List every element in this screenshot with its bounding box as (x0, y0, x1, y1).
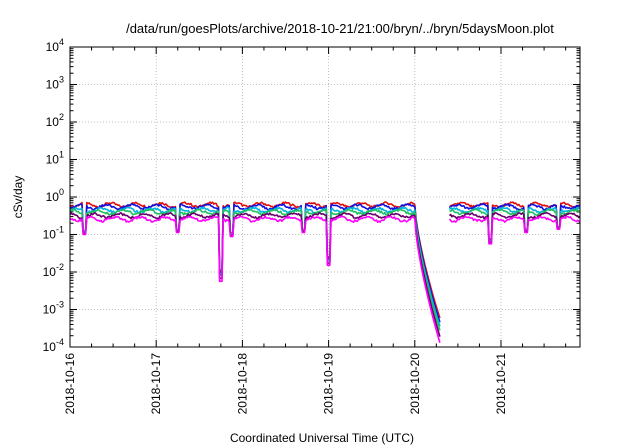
grid-lines (70, 47, 580, 347)
y-tick-label: 102 (46, 112, 64, 129)
y-tick-label: 100 (46, 187, 64, 204)
y-tick-label: 104 (46, 37, 64, 54)
x-tick-label: 2018-10-16 (63, 353, 77, 415)
y-tick-base: 10 (43, 303, 57, 317)
y-tick-base: 10 (43, 340, 57, 354)
y-tick-exponent: -4 (56, 337, 64, 347)
series-layer (69, 201, 581, 343)
series-line (69, 212, 441, 337)
y-tick-base: 10 (46, 153, 60, 167)
x-tick-label: 2018-10-19 (322, 353, 336, 415)
y-tick-label: 10-1 (43, 225, 64, 242)
plot-frame (69, 46, 581, 348)
series-line (448, 215, 581, 245)
y-tick-label: 10-3 (43, 300, 64, 317)
y-axis-label: cSv/day (11, 176, 25, 219)
x-tick-label: 2018-10-20 (408, 353, 422, 415)
y-tick-exponent: 1 (59, 150, 64, 160)
y-tick-label: 101 (46, 150, 64, 167)
y-tick-label: 10-4 (43, 337, 64, 354)
series-line (69, 203, 441, 323)
y-tick-exponent: -2 (56, 262, 64, 272)
y-tick-exponent: 2 (59, 112, 64, 122)
series-line (69, 206, 441, 327)
x-tick-label: 2018-10-17 (149, 353, 163, 415)
x-axis-label: Coordinated Universal Time (UTC) (230, 431, 414, 445)
y-tick-base: 10 (46, 115, 60, 129)
x-tick-label: 2018-10-18 (235, 353, 249, 415)
y-tick-base: 10 (46, 190, 60, 204)
chart-title: /data/run/goesPlots/archive/2018-10-21/2… (126, 21, 554, 36)
x-axis-ticks: 2018-10-16 2018-10-17 2018-10-18 2018-10-19… (63, 47, 567, 415)
series-line (69, 215, 441, 343)
y-tick-label: 10-2 (43, 262, 64, 279)
y-tick-base: 10 (46, 78, 60, 92)
y-tick-exponent: 4 (59, 37, 64, 47)
y-tick-base: 10 (46, 40, 60, 54)
series-line (69, 208, 441, 331)
y-tick-base: 10 (43, 265, 57, 279)
y-tick-exponent: 0 (59, 187, 64, 197)
y-tick-exponent: -1 (56, 225, 64, 235)
y-tick-exponent: 3 (59, 75, 64, 85)
y-tick-base: 10 (43, 228, 57, 242)
y-tick-exponent: -3 (56, 300, 64, 310)
y-tick-label: 103 (46, 75, 64, 92)
x-tick-label: 2018-10-21 (494, 353, 508, 415)
